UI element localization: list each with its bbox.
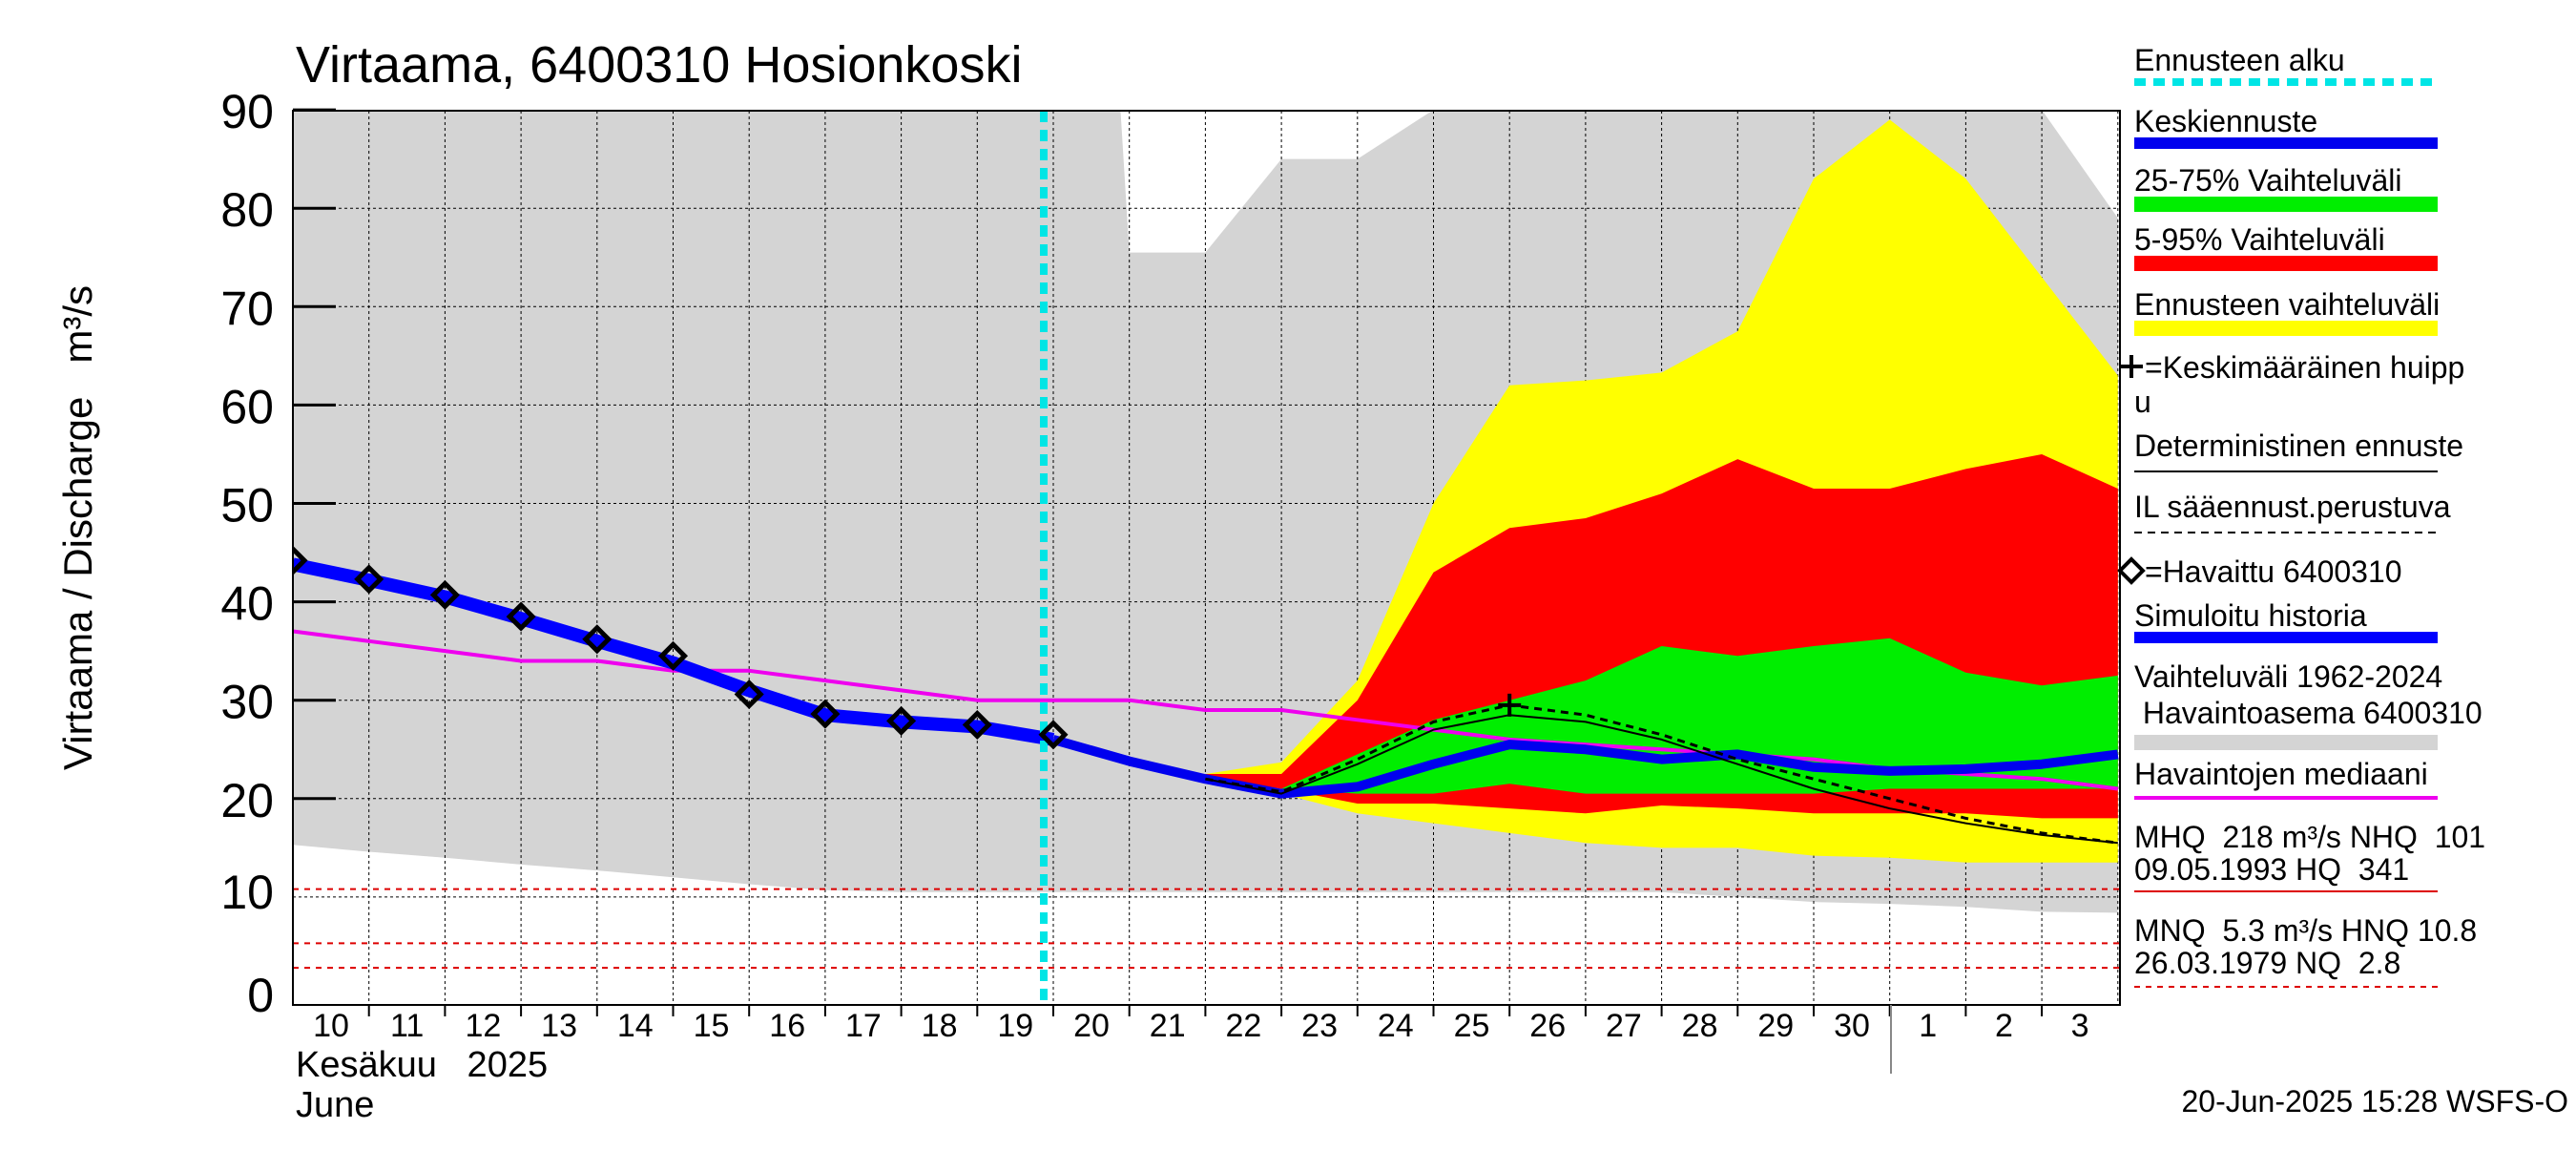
legend-stats-low-2: 26.03.1979 NQ 2.8 (2134, 946, 2400, 980)
y-tick-label: 50 (220, 479, 274, 533)
legend-median-label: Havaintojen mediaani (2134, 757, 2428, 791)
x-tick-label: 18 (922, 1008, 958, 1044)
simulated-history-line (293, 557, 1055, 746)
x-tick-label: 10 (313, 1008, 349, 1044)
x-tick-label: 29 (1757, 1008, 1794, 1044)
x-tick-label: 24 (1378, 1008, 1414, 1044)
grid-lines (293, 111, 2120, 1005)
legend-forecast-start-label: Ennusteen alku (2134, 43, 2345, 77)
x-tick-label: 26 (1529, 1008, 1566, 1044)
legend-mean-peak-label-2: u (2134, 385, 2151, 419)
observed-point (429, 579, 460, 610)
legend-deterministic-label: Deterministinen ennuste (2134, 429, 2463, 463)
x-tick-label: 15 (694, 1008, 730, 1044)
x-tick-label: 14 (617, 1008, 654, 1044)
chart-title: Virtaama, 6400310 Hosionkoski (296, 36, 1022, 94)
x-tick-label: 1 (1919, 1008, 1937, 1044)
observed-point (886, 705, 917, 736)
x-tick-label: 23 (1301, 1008, 1338, 1044)
range-25-75-band (1205, 638, 2118, 794)
x-tick-label: 21 (1150, 1008, 1186, 1044)
legend-mean-peak-label: =Keskimääräinen huipp (2145, 350, 2464, 385)
y-axis-ticks: 0 10 20 30 40 50 60 70 80 90 (220, 85, 336, 1022)
observed-point (657, 640, 689, 671)
y-axis-label: Virtaama / Discharge m³/s (55, 285, 100, 770)
observed-point (734, 679, 764, 710)
legend-range-25-75-label: 25-75% Vaihteluväli (2134, 163, 2401, 198)
x-tick-label: 17 (845, 1008, 882, 1044)
x-axis-ticks: 10 11 12 13 14 15 16 17 18 19 20 21 22 23 24 25 26 27 28 29… (313, 1005, 2089, 1044)
x-tick-label: 30 (1834, 1008, 1870, 1044)
legend-peak-icon (2120, 355, 2143, 378)
y-tick-label: 90 (220, 85, 274, 138)
observed-point (354, 564, 384, 595)
x-tick-label: 19 (997, 1008, 1033, 1044)
x-tick-label: 20 (1073, 1008, 1110, 1044)
x-tick-label: 11 (390, 1008, 424, 1044)
deterministic-forecast-line (1205, 714, 2118, 845)
legend-stats-high-2: 09.05.1993 HQ 341 (2134, 852, 2409, 887)
x-tick-label: 2 (1995, 1008, 2013, 1044)
observed-point (582, 624, 613, 655)
plot-frame (292, 110, 2121, 1006)
observed-point (293, 545, 308, 575)
legend-history-range-label-2: Havaintoasema 6400310 (2134, 696, 2483, 730)
observed-point (1038, 720, 1069, 750)
il-forecast-line (1205, 703, 2118, 845)
plot-area (293, 111, 2120, 1005)
legend-stats-high-1: MHQ 218 m³/s NHQ 101 (2134, 820, 2485, 854)
legend-simulated-label: Simuloitu historia (2134, 598, 2367, 633)
median-line (293, 629, 2119, 791)
y-tick-label: 40 (220, 577, 274, 631)
x-tick-label: 16 (769, 1008, 805, 1044)
legend-observed-icon (2117, 556, 2146, 585)
x-tick-label: 22 (1225, 1008, 1261, 1044)
y-tick-label: 20 (220, 774, 274, 827)
observed-point (506, 601, 536, 632)
y-tick-label: 30 (220, 676, 274, 729)
x-tick-label: 28 (1682, 1008, 1718, 1044)
x-tick-label: 25 (1454, 1008, 1490, 1044)
legend-ensemble-range-label: Ennusteen vaihteluväli (2134, 287, 2440, 322)
y-tick-label: 0 (247, 969, 274, 1022)
y-tick-label: 10 (220, 866, 274, 919)
observed-point (810, 699, 841, 729)
observed-point (962, 709, 992, 741)
observed-markers (293, 545, 1069, 750)
x-axis-month-label: Kesäkuu 2025 (296, 1045, 548, 1085)
legend: Ennusteen alku Keskiennuste 25-75% Vaiht… (2117, 43, 2485, 988)
legend-il-forecast-label: IL sääennust.perustuva (2134, 490, 2451, 524)
y-tick-label: 80 (220, 183, 274, 237)
mean-peak-marker (1498, 693, 1522, 717)
y-tick-label: 70 (220, 282, 274, 335)
legend-mean-forecast-label: Keskiennuste (2134, 104, 2317, 138)
x-tick-label: 27 (1606, 1008, 1642, 1044)
x-tick-label: 3 (2071, 1008, 2089, 1044)
legend-observed-label: =Havaittu 6400310 (2145, 554, 2402, 589)
legend-history-range-label: Vaihteluväli 1962-2024 (2134, 659, 2442, 694)
legend-range-5-95-label: 5-95% Vaihteluväli (2134, 222, 2385, 257)
y-tick-label: 60 (220, 380, 274, 433)
legend-stats-low-1: MNQ 5.3 m³/s HNQ 10.8 (2134, 913, 2477, 948)
x-tick-label: 13 (541, 1008, 577, 1044)
x-axis-month-label-en: June (296, 1085, 374, 1125)
timestamp: 20-Jun-2025 15:28 WSFS-O (2181, 1084, 2568, 1119)
x-tick-label: 12 (465, 1008, 501, 1044)
